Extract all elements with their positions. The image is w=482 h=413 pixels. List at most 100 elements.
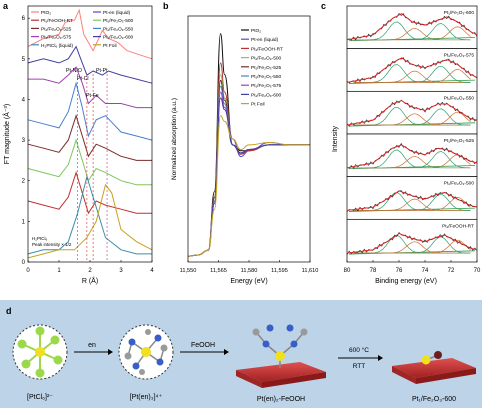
b-legend-label: Pt₁/Fe₂O₃-500 bbox=[251, 56, 282, 62]
annot-pt-cl: Pt-Cl bbox=[77, 76, 89, 82]
arrow-anneal-top: 600 °C bbox=[349, 346, 369, 354]
c-spectrum-label: Pt₁/FeOOH-RT bbox=[442, 223, 474, 229]
series-a-pt-foil bbox=[27, 183, 153, 259]
panel-a-yticks: 0 1 2 3 4 5 6 bbox=[22, 16, 30, 266]
a-xtick-label: 1 bbox=[57, 268, 61, 274]
a-legend-label: Pt₁/FeOOH-RT bbox=[41, 18, 73, 24]
pt-en3-complex bbox=[118, 324, 174, 380]
b-legend-label: Pt₁/Fe₂O₃-550 bbox=[251, 74, 282, 80]
b-xtick-label: 11,565 bbox=[210, 268, 227, 274]
series-a-pt-fe-o-575 bbox=[28, 66, 152, 109]
a-ytick-label: 6 bbox=[22, 16, 26, 22]
ptcl6-complex bbox=[12, 324, 68, 380]
a-legend-label: Pt-en (liquid) bbox=[103, 10, 131, 16]
b-xtick-label: 11,550 bbox=[180, 268, 197, 274]
series-a-h-ptcl-liquid bbox=[27, 174, 152, 255]
series-a-pto bbox=[27, 8, 153, 60]
c-spectrum-raw bbox=[346, 99, 478, 127]
panel-b-plot bbox=[187, 33, 310, 257]
c-baseline bbox=[348, 37, 476, 42]
series-b-pt-fe-o-500 bbox=[187, 74, 310, 257]
series-a-pt-fe-o-525 bbox=[27, 114, 152, 161]
panel-a-xticks: 0 1 2 3 4 bbox=[26, 260, 154, 274]
a-legend-label: Pt₁/Fe₂O₃-550 bbox=[103, 26, 134, 32]
panel-a-legend: PtO₂ Pt-en (liquid) Pt₁/FeOOH-RT Pt₁/Fe₂O₃-… bbox=[31, 10, 134, 49]
series-a-pt-feooh-rt bbox=[27, 170, 152, 215]
panel-c-xlabel: Binding energy (eV) bbox=[375, 278, 437, 285]
a-xtick-label: 3 bbox=[119, 268, 123, 274]
series-b-pt-fe-o-575 bbox=[187, 91, 310, 257]
pt-en2-feooh-slab bbox=[236, 324, 326, 388]
arrow-en-head bbox=[108, 349, 113, 355]
c-spectrum-label: Pt₁/Fe₂O₃-600 bbox=[444, 10, 475, 16]
c-spectrum-fit bbox=[346, 232, 478, 254]
c-component-3 bbox=[353, 197, 471, 211]
a-legend-label: Pt₁/Fe₂O₃-525 bbox=[41, 26, 72, 32]
a-ytick-label: 3 bbox=[22, 138, 26, 144]
arrow-anneal-bottom: RTT bbox=[353, 363, 366, 370]
panel-a-plot bbox=[27, 8, 153, 262]
c-spectrum-fit bbox=[346, 13, 478, 41]
c-xtick-label: 70 bbox=[474, 268, 481, 274]
series-b-pt-fe-o-525 bbox=[187, 79, 310, 257]
c-baseline bbox=[348, 207, 476, 212]
arrow-anneal-head bbox=[378, 355, 383, 361]
panel-a-inset-line1: H₂PtCl₆ bbox=[32, 236, 47, 241]
c-spectrum-fit bbox=[346, 100, 478, 126]
panel-a-letter: a bbox=[3, 1, 9, 11]
c-spectrum-label: Pt₁/Fe₂O₃-575 bbox=[444, 53, 475, 59]
figure-canvas: a FT magnitude (Å⁻³) R (Å) 0 1 2 3 4 0 1 2 3 4 5 6… bbox=[2, 1, 481, 285]
a-xtick-label: 4 bbox=[150, 268, 154, 274]
label-pt1-fe2o3: Pt₁/Fe₂O₃-600 bbox=[412, 396, 456, 403]
series-b-pt-fe-o-550 bbox=[187, 85, 310, 257]
scheme-panel: d [PtCl₆]²⁻ en bbox=[0, 300, 482, 408]
panel-b-ylabel: Normalized absorption (a.u.) bbox=[171, 98, 178, 180]
b-xtick-label: 11,595 bbox=[271, 268, 288, 274]
a-legend-label: Pt₁/Fe₂O₃-575 bbox=[41, 35, 72, 41]
c-spectrum-label: Pt₁/Fe₂O₃-500 bbox=[444, 181, 475, 187]
b-legend-label: Pt₁/FeOOH-RT bbox=[251, 46, 283, 52]
a-ytick-label: 2 bbox=[22, 179, 26, 185]
scheme-canvas: d [PtCl₆]²⁻ en bbox=[6, 306, 476, 403]
b-legend-label: Pt₁/Fe₂O₃-600 bbox=[251, 92, 282, 98]
b-legend-label: Pt-en (liquid) bbox=[251, 37, 279, 43]
a-ytick-label: 4 bbox=[22, 97, 26, 103]
pt1-fe2o3-slab bbox=[392, 351, 476, 384]
a-ytick-label: 0 bbox=[22, 260, 26, 266]
series-a-pt-fe-o-600 bbox=[27, 45, 153, 84]
b-xtick-label: 11,610 bbox=[302, 268, 319, 274]
c-spectrum-label: Pt₁/Fe₂O₃-550 bbox=[444, 95, 475, 101]
c-spectrum-fit bbox=[346, 57, 478, 83]
series-a-pt-fe-o-550 bbox=[27, 81, 153, 141]
b-legend-label: Pt₁/Fe₂O₃-575 bbox=[251, 83, 282, 89]
a-legend-label: PtO₂ bbox=[41, 10, 51, 16]
panel-c-ylabel: Intensity bbox=[332, 125, 339, 152]
c-xtick-label: 74 bbox=[422, 268, 429, 274]
c-spectrum-label: Pt₁/Fe₂O₃-525 bbox=[444, 138, 475, 144]
series-b-pt-feooh-rt bbox=[187, 62, 310, 257]
c-component-3 bbox=[353, 154, 471, 169]
arrow-en-label: en bbox=[88, 342, 96, 349]
panel-b-letter: b bbox=[163, 1, 169, 11]
c-spectrum-fit bbox=[346, 144, 478, 169]
panel-a-xlabel: R (Å) bbox=[82, 276, 98, 285]
panel-b-frame bbox=[187, 15, 311, 263]
annot-pt-fe: Pt-Fe bbox=[86, 93, 99, 99]
b-legend-label: PtO₂ bbox=[251, 28, 261, 34]
label-pt-en3: [Pt(en)₃]⁴⁺ bbox=[130, 394, 163, 401]
series-b-pt-en-liquid bbox=[187, 79, 310, 257]
a-legend-label: H₂PtCl₆ (liquid) bbox=[41, 43, 73, 49]
panel-b-legend: PtO₂ Pt-en (liquid) Pt₁/FeOOH-RT Pt₁/Fe₂O₃-… bbox=[241, 28, 283, 108]
c-xtick-label: 78 bbox=[370, 268, 377, 274]
c-spectrum-fit bbox=[346, 190, 478, 211]
b-legend-label: Pt₁/Fe₂O₃-525 bbox=[251, 65, 282, 71]
c-xtick-label: 72 bbox=[448, 268, 455, 274]
a-ytick-label: 5 bbox=[22, 57, 26, 63]
b-xtick-label: 11,580 bbox=[241, 268, 258, 274]
a-legend-label: Pt₁/Fe₂O₃-500 bbox=[103, 18, 134, 24]
c-component-3 bbox=[353, 111, 471, 126]
arrow-feooh-label: FeOOH bbox=[191, 342, 215, 349]
label-ptcl6: [PtCl₆]²⁻ bbox=[27, 394, 53, 401]
b-legend-label: Pt Foil bbox=[251, 102, 265, 108]
panel-b-xlabel: Energy (eV) bbox=[230, 278, 267, 285]
